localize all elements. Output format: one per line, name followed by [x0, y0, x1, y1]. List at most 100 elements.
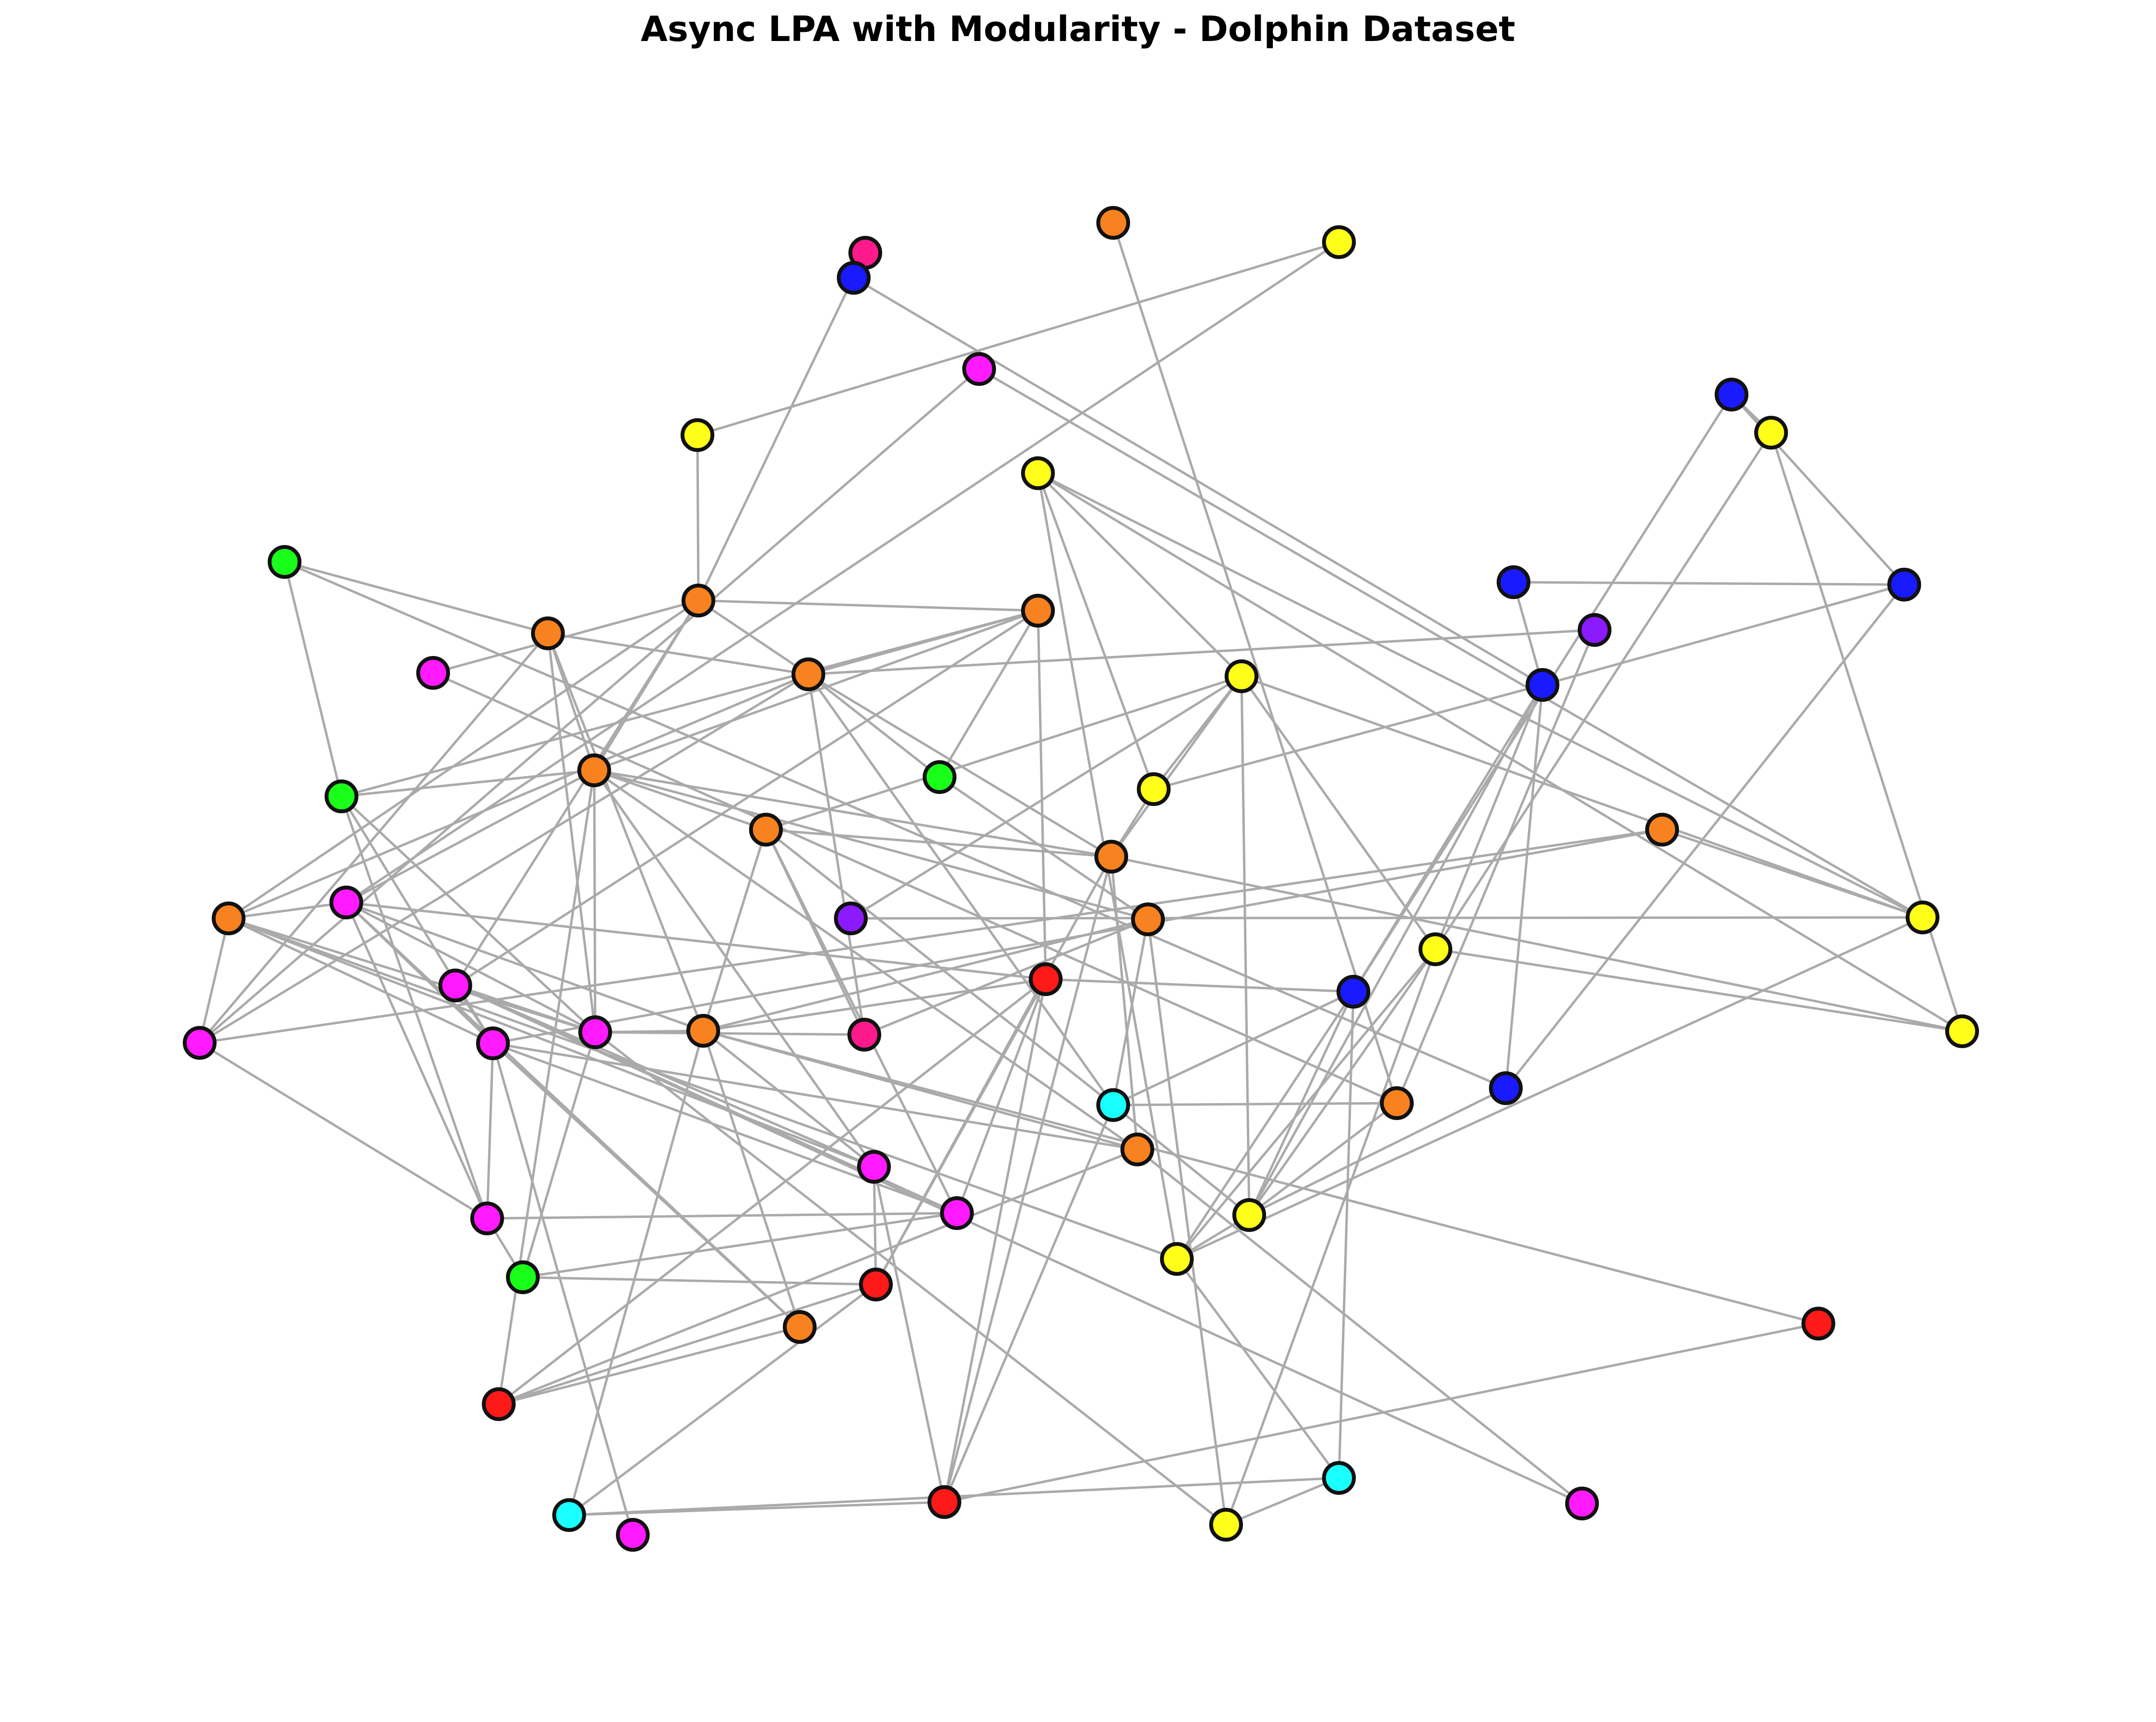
graph-edge	[595, 1031, 865, 1036]
edges-layer	[198, 222, 1964, 1535]
graph-edge	[943, 979, 1047, 1503]
graph-edge	[978, 368, 1924, 919]
graph-edge	[345, 902, 494, 1044]
graph-node-purple	[1578, 613, 1611, 647]
graph-edge	[492, 1042, 1138, 1151]
graph-edge	[346, 901, 1046, 981]
graph-edge	[1504, 684, 1544, 1089]
graph-node-cyan	[552, 1498, 586, 1532]
graph-edge	[498, 978, 1047, 1405]
graph-edge	[702, 829, 767, 1031]
graph-edge	[1113, 1102, 1397, 1107]
graph-edge	[498, 1148, 1138, 1406]
graph-edge	[199, 632, 549, 1044]
graph-node-magenta	[183, 1026, 217, 1060]
graph-edge	[546, 633, 705, 1031]
graph-edge	[432, 671, 1398, 1105]
graph-edge	[1176, 916, 1924, 1260]
graph-edge	[228, 917, 874, 1168]
graph-edge	[228, 917, 1177, 1260]
graph-node-blue	[1526, 668, 1559, 702]
graph-node-orange	[686, 1014, 720, 1048]
graph-node-blue	[1887, 568, 1921, 601]
graph-edge	[1037, 610, 1047, 980]
nodes-layer	[183, 206, 1979, 1552]
graph-edge	[698, 599, 1038, 612]
graph-edge	[1037, 472, 1924, 919]
graph-edge	[1175, 991, 1355, 1260]
graph-node-red	[928, 1485, 961, 1519]
graph-edge	[283, 561, 343, 797]
graph-edge	[492, 1042, 957, 1215]
graph-node-orange	[1094, 840, 1128, 874]
graph-edge	[874, 978, 1047, 1285]
graph-edge	[1037, 472, 1963, 1033]
graph-node-orange	[1120, 1133, 1154, 1166]
graph-edge	[546, 633, 597, 1033]
graph-edge	[697, 241, 1339, 437]
graph-node-magenta	[940, 1196, 974, 1230]
graph-node-cyan	[1322, 1461, 1356, 1495]
graph-edge	[1146, 919, 1228, 1525]
graph-node-magenta	[329, 886, 363, 919]
graph-edge	[1226, 1476, 1339, 1526]
graph-edge	[594, 609, 1038, 772]
graph-node-orange	[791, 657, 825, 691]
graph-edge	[199, 828, 1663, 1044]
graph-edge	[228, 599, 699, 920]
graph-edge	[454, 984, 1583, 1505]
graph-edge	[345, 902, 489, 1219]
graph-edge	[228, 901, 347, 920]
graph-edge	[228, 917, 596, 1034]
graph-edge	[491, 1043, 634, 1535]
graph-edge	[498, 1283, 876, 1406]
graph-edge	[1248, 684, 1544, 1216]
graph-edge	[1111, 855, 1963, 1033]
graph-node-blue	[1715, 378, 1748, 411]
graph-edge	[955, 979, 1047, 1214]
graph-edge	[1248, 1102, 1398, 1216]
graph-edge	[1225, 949, 1437, 1525]
graph-edge	[284, 560, 548, 635]
graph-edge	[341, 795, 596, 1033]
graph-edge	[228, 673, 809, 920]
graph-edge	[1110, 675, 1243, 858]
graph-edge	[1240, 676, 1251, 1216]
graph-edge	[547, 632, 809, 676]
graph-edge	[284, 560, 1506, 1090]
graph-edge	[1248, 1087, 1507, 1216]
graph-node-red	[859, 1268, 893, 1301]
graph-node-yellow	[1021, 456, 1055, 490]
graph-edge	[522, 1212, 957, 1279]
graph-node-orange	[1021, 594, 1055, 628]
chart-title: Async LPA with Modularity - Dolphin Data…	[641, 9, 1515, 49]
graph-edge	[765, 675, 1242, 831]
graph-edge	[593, 769, 875, 1168]
graph-edge	[938, 610, 1039, 778]
graph-edge	[1505, 584, 1905, 1089]
graph-edge	[1112, 919, 1149, 1106]
graph-edge	[433, 599, 699, 674]
graph-edge	[807, 674, 866, 1035]
graph-node-yellow	[1225, 659, 1258, 693]
graph-edge	[1662, 828, 1923, 919]
graph-edge	[594, 769, 1112, 858]
graph-node-yellow	[1209, 1508, 1243, 1542]
graph-edge	[594, 1031, 1227, 1526]
graph-node-purple	[834, 902, 868, 935]
graph-edge	[568, 1284, 877, 1516]
graph-edge	[346, 901, 704, 1032]
graph-node-yellow	[681, 418, 714, 452]
graph-edge	[1045, 978, 1354, 993]
graph-edge	[487, 1212, 957, 1220]
graph-node-red	[482, 1387, 516, 1421]
graph-node-blue	[837, 261, 871, 295]
graph-node-magenta	[616, 1518, 650, 1552]
graph-node-yellow	[1906, 901, 1939, 934]
graph-node-red	[1029, 962, 1063, 996]
graph-node-magenta	[962, 352, 996, 386]
graph-node-magenta	[416, 656, 450, 690]
graph-edge	[454, 609, 1039, 987]
graph-edge	[1112, 990, 1354, 1107]
